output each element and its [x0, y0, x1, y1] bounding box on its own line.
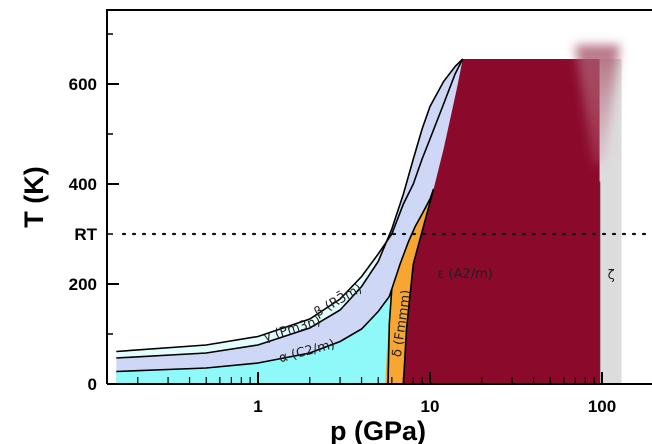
phase-region-alpha	[116, 289, 392, 384]
x-tick-label-100: 100	[588, 397, 616, 416]
axis-ticks	[107, 33, 603, 385]
right-edge-fade	[620, 30, 652, 60]
phase-region-delta	[385, 189, 434, 384]
phase-boundary-5	[402, 188, 435, 384]
rt-label: RT	[74, 225, 97, 244]
top-edge-fade-band	[462, 28, 652, 46]
phase-label-epsilon: ε (A2/m)	[437, 267, 493, 282]
top-edge-fade	[462, 28, 652, 168]
phase-region-epsilon	[403, 59, 600, 384]
phase-label-zeta: ζ	[608, 268, 615, 283]
phase-boundary-1	[116, 58, 464, 353]
tick-labels: 0 200 400 600 1 10 100	[69, 75, 617, 416]
rt-reference-line: RT	[74, 225, 652, 244]
phase-boundary-4	[387, 188, 435, 384]
y-tick-label-400: 400	[69, 175, 97, 194]
phase-boundary-2	[116, 58, 464, 359]
phase-regions	[116, 59, 622, 384]
x-tick-label-1: 1	[253, 397, 262, 416]
epsilon-zeta-funnel	[575, 45, 620, 168]
y-axis-title: T (K)	[19, 166, 49, 227]
y-tick-label-200: 200	[69, 275, 97, 294]
phase-boundaries	[116, 58, 601, 384]
x-tick-label-10: 10	[421, 397, 440, 416]
axes-frame	[106, 9, 652, 384]
y-tick-label-0: 0	[88, 375, 97, 394]
x-axis-title: p (GPa)	[330, 416, 426, 444]
phase-boundary-3	[116, 288, 393, 373]
phase-region-beta	[116, 59, 463, 384]
y-tick-label-600: 600	[69, 75, 97, 94]
